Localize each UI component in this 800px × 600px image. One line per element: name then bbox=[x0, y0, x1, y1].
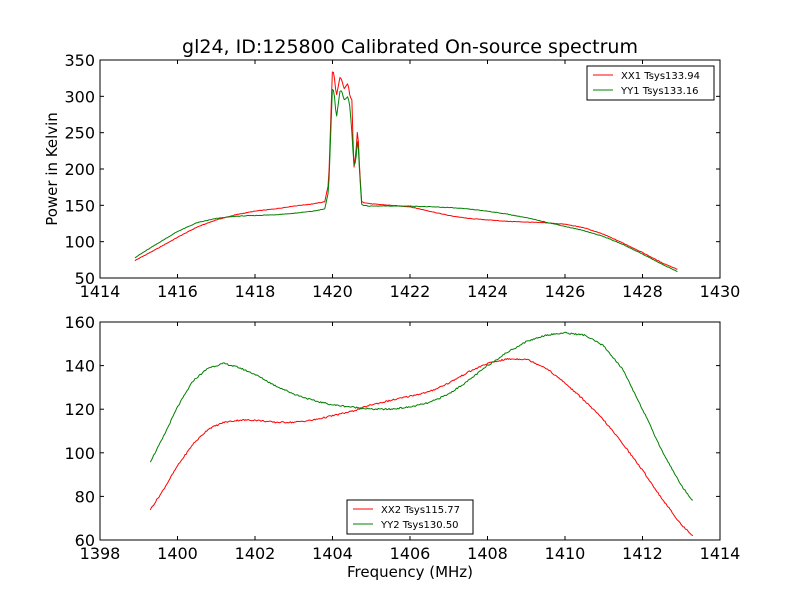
bottom-y-tick-label: 60 bbox=[75, 531, 95, 550]
bottom-x-tick-label: 1406 bbox=[390, 544, 431, 563]
bottom-x-axis-label: Frequency (MHz) bbox=[347, 563, 473, 581]
bottom-x-tick-label: 1404 bbox=[312, 544, 353, 563]
top-y-tick-label: 200 bbox=[64, 160, 95, 179]
bottom-y-tick-label: 80 bbox=[75, 487, 95, 506]
bottom-x-tick-label: 1408 bbox=[467, 544, 508, 563]
top-legend-label: YY1 Tsys133.16 bbox=[620, 86, 699, 97]
bottom-y-tick-label: 160 bbox=[64, 313, 95, 332]
bottom-x-tick-label: 1412 bbox=[622, 544, 663, 563]
top-legend: XX1 Tsys133.94 YY1 Tsys133.16 bbox=[586, 65, 715, 101]
bottom-legend-box bbox=[346, 499, 474, 535]
top-x-tick-label: 1424 bbox=[467, 282, 508, 301]
top-legend-box bbox=[586, 65, 715, 101]
top-x-tick-label: 1426 bbox=[545, 282, 586, 301]
top-y-tick-label: 100 bbox=[64, 233, 95, 252]
bottom-x-tick-label: 1402 bbox=[235, 544, 276, 563]
top-y-axis-label: Power in Kelvin bbox=[43, 112, 61, 226]
top-x-tick-label: 1430 bbox=[700, 282, 741, 301]
bottom-x-tick-label: 1400 bbox=[157, 544, 198, 563]
bottom-y-tick-label: 100 bbox=[64, 444, 95, 463]
top-legend-label: XX1 Tsys133.94 bbox=[621, 71, 700, 82]
top-plot-area: 1414 1416 1418 1420 1422 1424 1426 1428 1430 50 10… bbox=[64, 51, 740, 301]
top-y-tick-label: 150 bbox=[64, 196, 95, 215]
top-series-line-2 bbox=[134, 88, 678, 273]
top-x-tick-label: 1418 bbox=[235, 282, 276, 301]
top-y-tick-label: 250 bbox=[64, 124, 95, 143]
top-x-tick-label: 1420 bbox=[312, 282, 353, 301]
chart-title: gl24, ID:125800 Calibrated On-source spe… bbox=[182, 36, 638, 58]
bottom-x-tick-label: 1414 bbox=[700, 544, 741, 563]
bottom-legend: XX2 Tsys115.77 YY2 Tsys130.50 bbox=[346, 499, 474, 535]
bottom-series-line-1 bbox=[149, 358, 694, 537]
top-y-tick-label: 350 bbox=[64, 51, 95, 70]
bottom-plot-area: 1398 1400 1402 1404 1406 1408 1410 1412 1414 60 80… bbox=[64, 313, 740, 563]
bottom-chart: Frequency (MHz) 1398 1400 1402 1404 1406 1408… bbox=[64, 313, 740, 581]
top-x-tick-label: 1422 bbox=[390, 282, 431, 301]
top-y-tick-label: 50 bbox=[75, 269, 95, 288]
top-y-tick-label: 300 bbox=[64, 87, 95, 106]
bottom-legend-label: YY2 Tsys130.50 bbox=[380, 520, 459, 531]
top-x-tick-label: 1416 bbox=[157, 282, 198, 301]
bottom-y-tick-label: 140 bbox=[64, 357, 95, 376]
bottom-x-tick-label: 1410 bbox=[545, 544, 586, 563]
bottom-series-line-2 bbox=[149, 331, 694, 501]
bottom-x-tick-label: 1398 bbox=[80, 544, 121, 563]
top-chart: gl24, ID:125800 Calibrated On-source spe… bbox=[43, 36, 740, 301]
bottom-legend-label: XX2 Tsys115.77 bbox=[381, 505, 460, 516]
top-x-tick-label: 1428 bbox=[622, 282, 663, 301]
bottom-y-tick-label: 120 bbox=[64, 400, 95, 419]
top-x-tick-label: 1414 bbox=[80, 282, 121, 301]
